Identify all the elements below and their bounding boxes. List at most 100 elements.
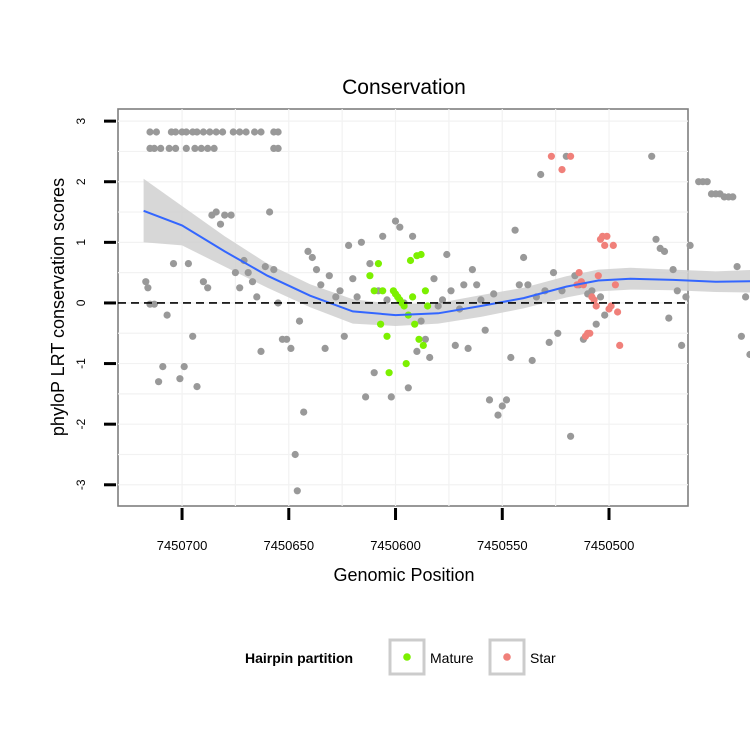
x-tick-label: 7450650 [263,538,314,553]
point-other [490,290,498,298]
point-other [312,266,321,274]
point-star [558,166,566,174]
point-other [199,278,207,286]
legend-label: Mature [430,650,474,666]
point-other [537,170,545,179]
point-other [588,287,596,295]
point-other [236,128,244,136]
point-star [592,302,600,310]
point-other [191,144,199,152]
point-other [494,411,502,419]
point-other [340,332,348,340]
point-other [733,263,741,271]
point-other [481,326,489,334]
point-mature [379,287,387,295]
point-other [383,296,391,304]
point-other [742,293,750,301]
point-other [165,144,173,152]
point-other [349,275,357,283]
point-other [665,314,673,322]
point-other [554,329,562,337]
point-star [614,308,622,316]
point-other [270,266,278,274]
point-other [447,287,455,295]
point-other [172,144,180,152]
point-other [266,208,274,216]
legend: Hairpin partition Mature Star [245,638,556,676]
point-other [336,287,344,295]
y-tick-label: -2 [74,419,88,430]
point-other [251,128,259,136]
point-other [212,128,220,136]
point-star [601,241,609,249]
point-other [283,335,291,343]
point-other [678,341,686,349]
x-tick-label: 7450500 [584,538,635,553]
point-mature [377,320,385,328]
point-other [468,266,476,274]
point-star [590,296,598,304]
point-other [507,353,515,362]
point-other [660,247,669,255]
point-other [206,128,214,136]
point-other [142,278,150,286]
point-other [172,128,180,136]
point-other [409,232,417,240]
point-other [193,128,201,136]
point-other [413,347,421,355]
point-other [189,332,197,340]
y-tick-label: 2 [74,178,88,185]
point-other [601,311,609,319]
point-other [157,144,165,152]
point-other [362,393,370,401]
point-other [227,211,235,219]
point-other [545,338,553,346]
point-other [180,363,188,371]
point-other [182,144,190,152]
point-star [567,152,575,160]
point-star [586,329,594,337]
point-star [547,152,556,160]
point-other [274,128,282,136]
point-other [404,384,412,392]
point-other [703,178,711,186]
point-other [150,144,158,152]
y-tick-label: -3 [74,479,88,490]
point-mature [400,302,408,310]
point-other [652,235,660,243]
point-mature [421,287,429,295]
point-other [515,281,523,289]
point-mature [370,287,378,295]
point-star [607,302,615,310]
point-other [287,344,295,352]
point-other [295,317,304,325]
legend-title: Hairpin partition [245,650,353,666]
point-star [609,241,617,249]
point-other [184,260,192,268]
point-other [485,396,494,404]
point-other [438,296,447,304]
point-other [426,353,434,362]
point-other [477,296,485,304]
point-other [737,332,746,340]
point-other [219,128,227,136]
point-other [332,293,340,301]
point-other [528,356,536,365]
point-other [176,375,184,383]
point-other [204,284,212,292]
point-other [253,293,261,301]
y-axis: 3 2 1 0 -1 -2 -3 [74,117,116,490]
point-other [417,317,425,325]
x-tick-label: 7450700 [157,538,208,553]
x-tick-label: 7450550 [477,538,528,553]
y-axis-label: phyloP LRT conservation scores [48,178,68,436]
point-other [669,266,677,274]
point-other [596,293,605,301]
point-star [603,232,611,240]
legend-key-box [388,638,426,676]
point-other [163,311,171,319]
point-other [155,378,163,386]
point-other [159,363,167,371]
point-other [193,383,201,391]
